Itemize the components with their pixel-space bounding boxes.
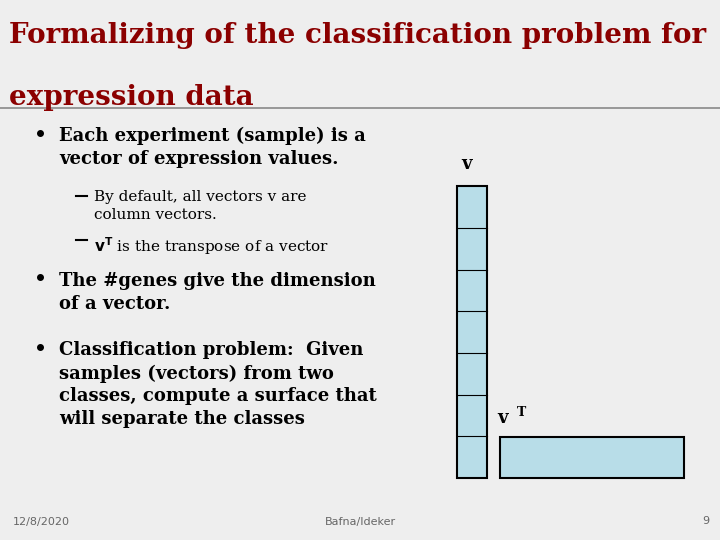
Text: By default, all vectors v are
column vectors.: By default, all vectors v are column vec… (94, 190, 306, 222)
Text: T: T (517, 406, 526, 419)
Text: v: v (497, 409, 508, 427)
Text: Each experiment (sample) is a
vector of expression values.: Each experiment (sample) is a vector of … (59, 127, 366, 168)
Text: The #genes give the dimension
of a vector.: The #genes give the dimension of a vecto… (59, 272, 376, 313)
Text: 12/8/2020: 12/8/2020 (13, 516, 70, 526)
Text: Formalizing of the classification problem for: Formalizing of the classification proble… (9, 22, 706, 49)
Text: expression data: expression data (9, 84, 254, 111)
Bar (457, 186, 487, 478)
Text: 9: 9 (702, 516, 709, 526)
Text: Classification problem:  Given
samples (vectors) from two
classes, compute a sur: Classification problem: Given samples (v… (59, 341, 377, 428)
Text: $\mathbf{v}^{\mathbf{T}}$ is the transpose of a vector: $\mathbf{v}^{\mathbf{T}}$ is the transpo… (94, 235, 329, 256)
Text: v: v (462, 155, 472, 173)
Text: Bafna/Ideker: Bafna/Ideker (325, 516, 395, 526)
Bar (500, 437, 684, 478)
